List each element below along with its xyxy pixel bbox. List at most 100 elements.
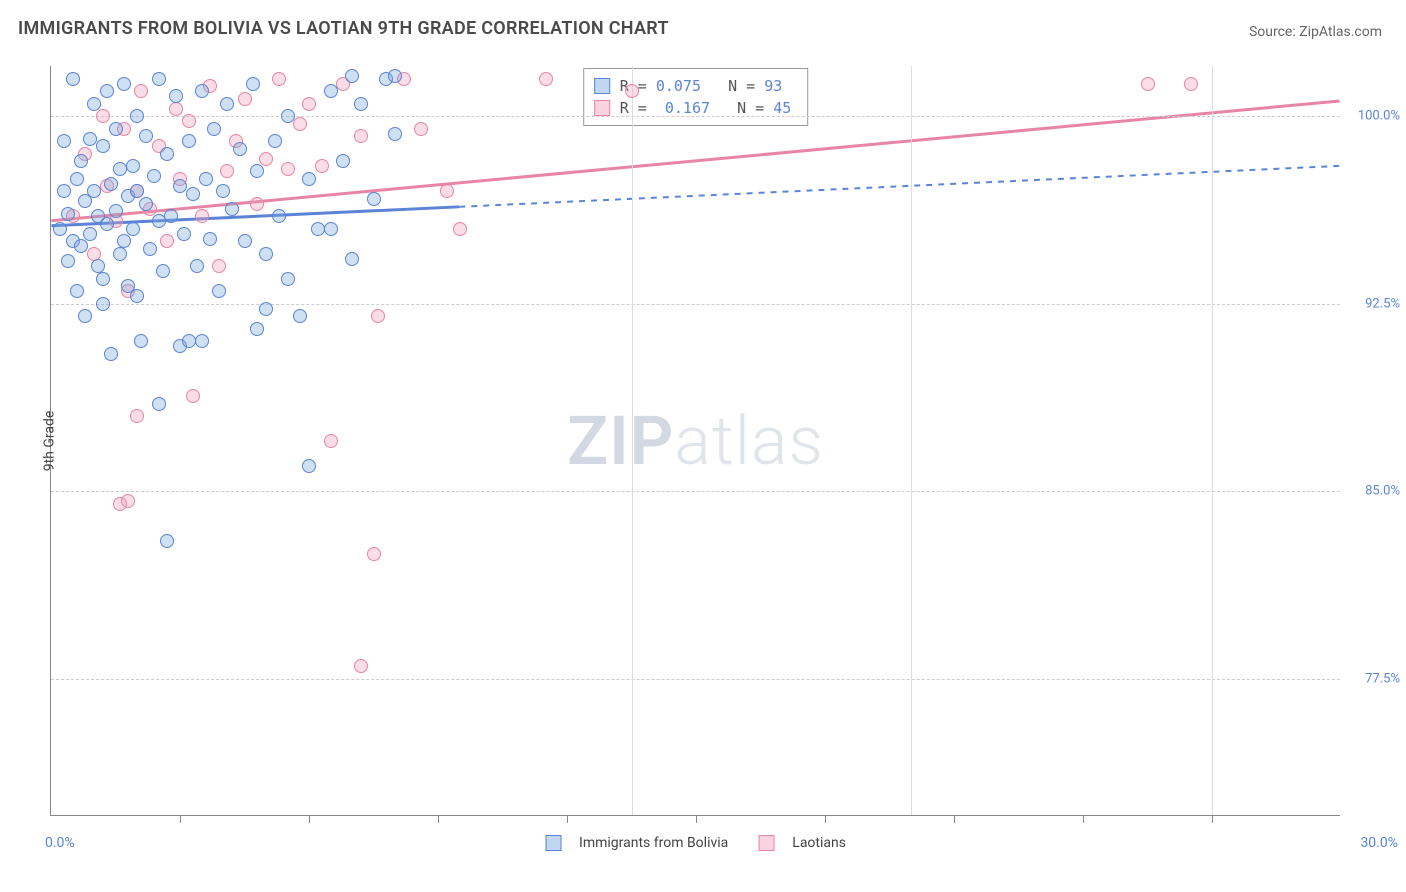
x-tick (1212, 815, 1213, 823)
point-laotian (220, 164, 234, 178)
point-laotian (272, 72, 286, 86)
legend-item-laotian: Laotians (758, 835, 846, 851)
n-label: N = (728, 77, 755, 95)
point-laotian (1184, 77, 1198, 91)
point-bolivia (195, 334, 209, 348)
point-bolivia (61, 254, 75, 268)
point-bolivia (139, 197, 153, 211)
n-label: N = (737, 99, 764, 117)
point-bolivia (143, 242, 157, 256)
point-bolivia (57, 134, 71, 148)
point-bolivia (74, 239, 88, 253)
point-bolivia (238, 234, 252, 248)
point-bolivia (268, 134, 282, 148)
point-bolivia (177, 227, 191, 241)
point-bolivia (259, 247, 273, 261)
point-bolivia (281, 109, 295, 123)
point-bolivia (199, 172, 213, 186)
legend-label-laotian: Laotians (792, 835, 846, 851)
point-bolivia (250, 322, 264, 336)
point-bolivia (345, 252, 359, 266)
point-laotian (293, 117, 307, 131)
x-tick (825, 815, 826, 823)
point-bolivia (61, 207, 75, 221)
point-bolivia (190, 259, 204, 273)
scatter-plot-area: 9th Grade R = 0.075 N = 93 R = 0.167 N =… (50, 66, 1340, 816)
point-laotian (315, 159, 329, 173)
point-laotian (281, 162, 295, 176)
n-value-bolivia: 93 (764, 77, 782, 95)
point-bolivia (216, 184, 230, 198)
point-bolivia (173, 179, 187, 193)
x-tick (180, 815, 181, 823)
point-bolivia (293, 309, 307, 323)
point-bolivia (53, 222, 67, 236)
point-bolivia (182, 334, 196, 348)
point-bolivia (126, 222, 140, 236)
y-tick-label: 85.0% (1346, 484, 1400, 499)
point-bolivia (113, 162, 127, 176)
swatch-bolivia (594, 78, 610, 94)
point-laotian (259, 152, 273, 166)
point-bolivia (104, 347, 118, 361)
point-bolivia (160, 534, 174, 548)
point-bolivia (367, 192, 381, 206)
point-laotian (539, 72, 553, 86)
point-laotian (134, 84, 148, 98)
stats-row-bolivia: R = 0.075 N = 93 (594, 75, 792, 97)
r-label: R = (620, 99, 647, 117)
point-bolivia (203, 232, 217, 246)
source-label: Source: ZipAtlas.com (1249, 24, 1382, 40)
point-bolivia (220, 97, 234, 111)
point-bolivia (117, 234, 131, 248)
point-laotian (238, 92, 252, 106)
point-bolivia (96, 272, 110, 286)
point-bolivia (117, 77, 131, 91)
point-bolivia (246, 77, 260, 91)
point-laotian (121, 494, 135, 508)
point-bolivia (324, 84, 338, 98)
point-bolivia (109, 122, 123, 136)
hgrid-line (51, 304, 1340, 305)
point-laotian (169, 102, 183, 116)
point-bolivia (225, 202, 239, 216)
point-bolivia (83, 227, 97, 241)
point-bolivia (100, 217, 114, 231)
watermark: ZIPatlas (567, 401, 824, 481)
point-bolivia (96, 297, 110, 311)
point-bolivia (70, 284, 84, 298)
y-axis-title: 9th Grade (41, 410, 57, 471)
point-bolivia (104, 177, 118, 191)
hgrid-line (51, 116, 1340, 117)
point-bolivia (126, 159, 140, 173)
point-laotian (453, 222, 467, 236)
point-bolivia (182, 134, 196, 148)
trend-lines-svg (51, 66, 1340, 815)
point-laotian (195, 209, 209, 223)
point-bolivia (57, 184, 71, 198)
point-bolivia (354, 97, 368, 111)
r-value-laotian: 0.167 (665, 99, 710, 117)
point-bolivia (78, 309, 92, 323)
point-bolivia (156, 264, 170, 278)
point-bolivia (152, 72, 166, 86)
point-bolivia (130, 184, 144, 198)
r-value-bolivia: 0.075 (656, 77, 701, 95)
x-axis-min-label: 0.0% (45, 835, 75, 851)
point-bolivia (152, 214, 166, 228)
point-bolivia (164, 209, 178, 223)
point-bolivia (212, 284, 226, 298)
point-bolivia (160, 147, 174, 161)
point-bolivia (70, 172, 84, 186)
point-laotian (324, 434, 338, 448)
point-laotian (414, 122, 428, 136)
point-bolivia (130, 289, 144, 303)
point-bolivia (169, 89, 183, 103)
hgrid-line (51, 491, 1340, 492)
point-bolivia (186, 187, 200, 201)
vgrid-line (911, 66, 912, 815)
x-tick (309, 815, 310, 823)
point-laotian (130, 409, 144, 423)
point-bolivia (302, 172, 316, 186)
hgrid-line (51, 679, 1340, 680)
